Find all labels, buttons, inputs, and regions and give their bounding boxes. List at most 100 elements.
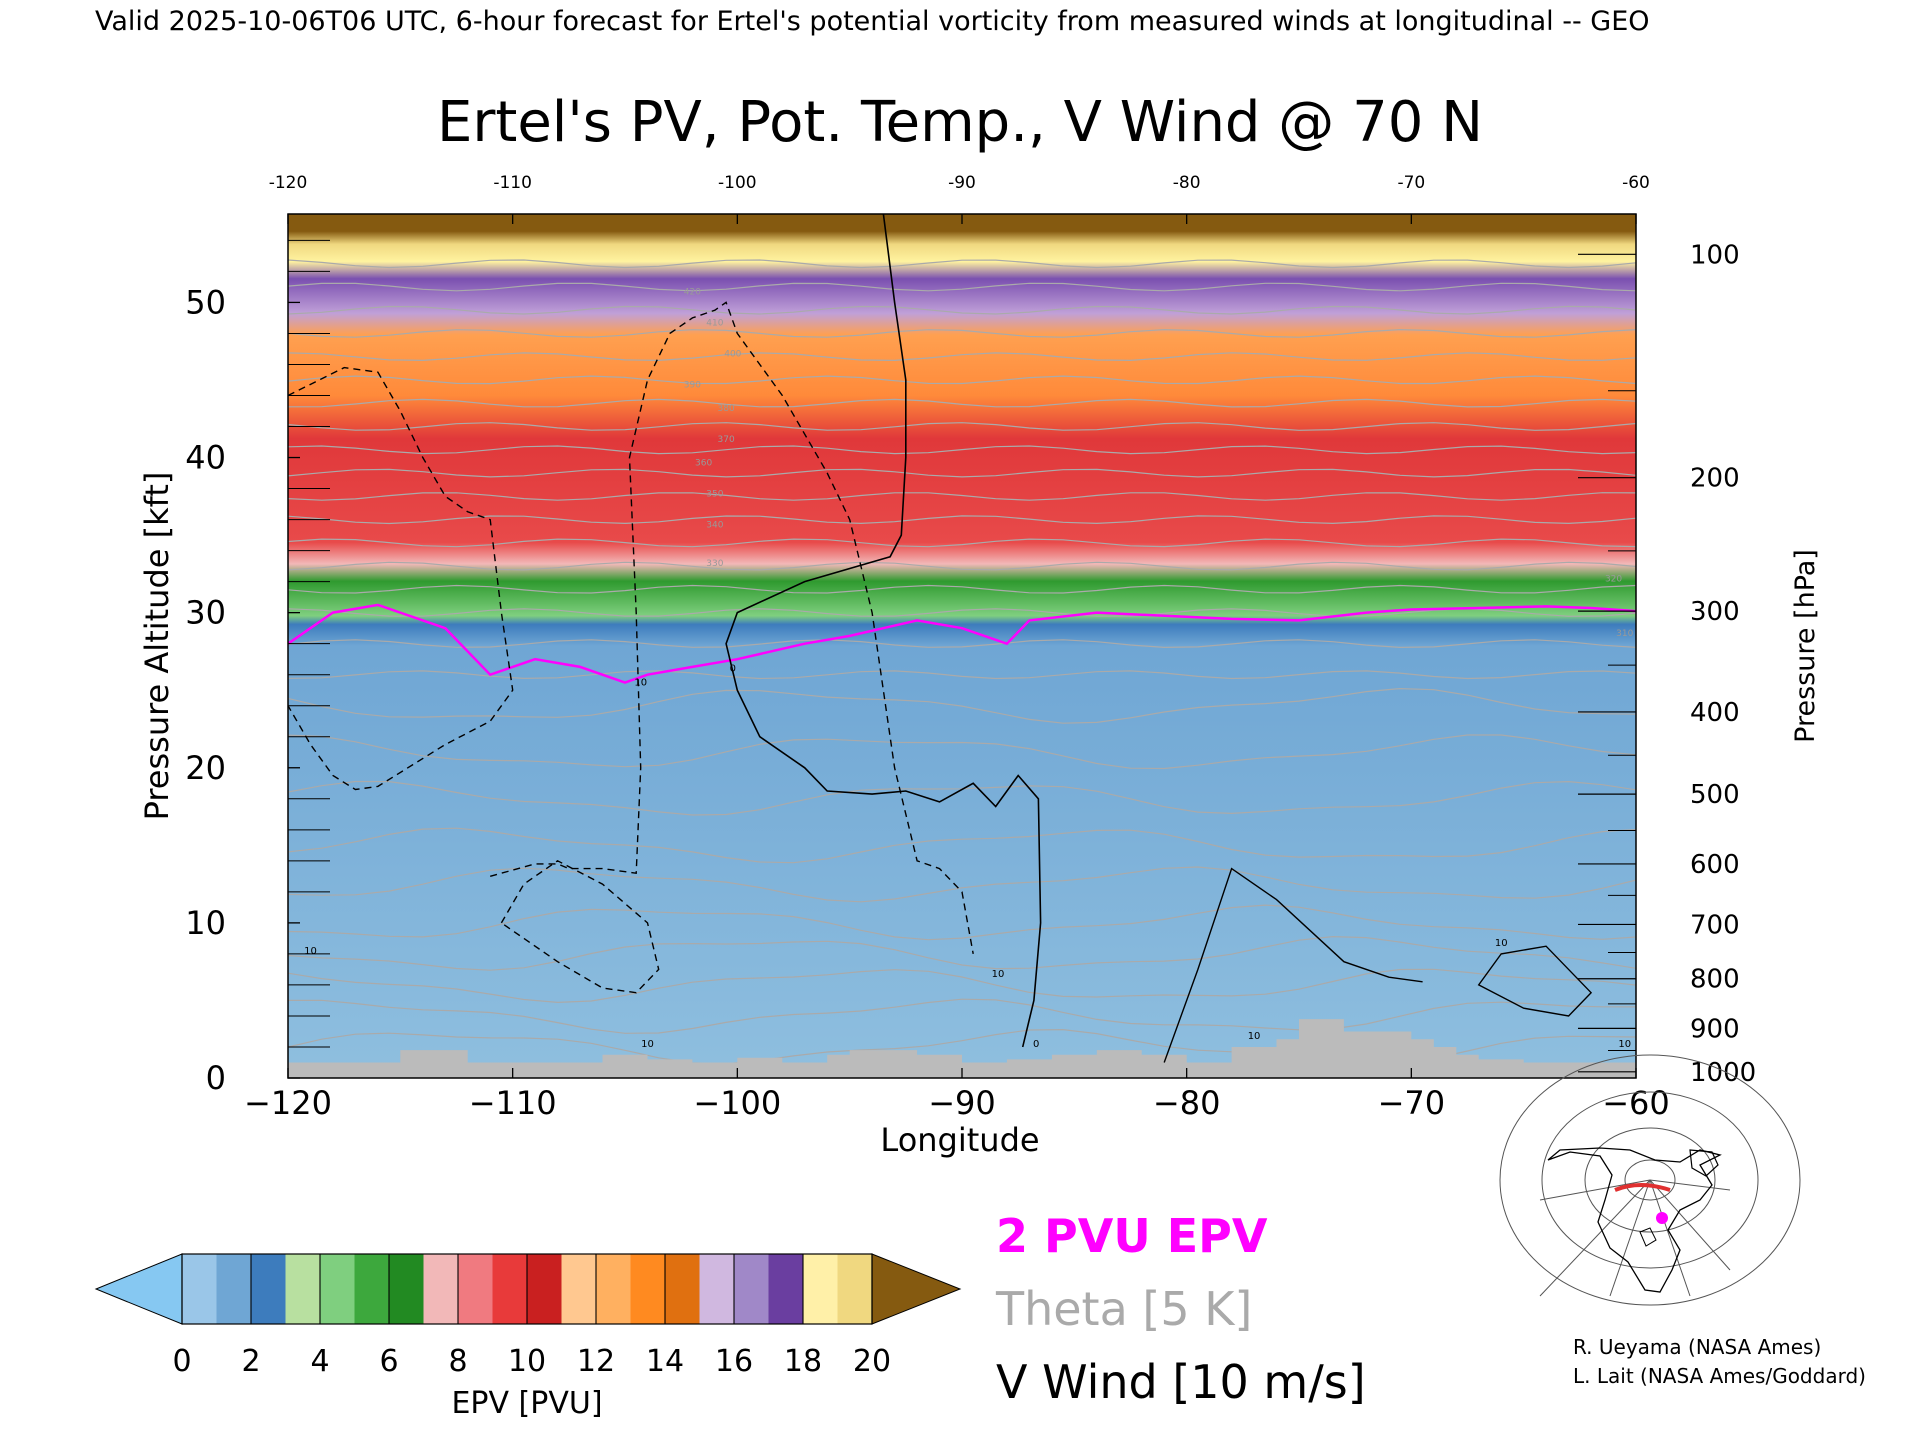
colorbar-swatch — [527, 1254, 562, 1324]
colorbar-swatch — [630, 1254, 666, 1324]
vwind-contour-label: 10 — [1248, 1031, 1261, 1042]
theta-contour-label: 390 — [684, 381, 701, 391]
vwind-positive-contour — [1477, 945, 1593, 1017]
theta-line — [288, 352, 1636, 362]
theta-line — [288, 259, 1636, 269]
x-tick-label-top: -100 — [718, 173, 757, 193]
axes: −120 -120 −110 -110 −100 -100 −90 -90 −80 -80 −70 -… — [185, 173, 1756, 1122]
theta-line — [288, 584, 1636, 594]
legend-pv2: 2 PVU EPV — [996, 1209, 1268, 1263]
vwind-negative-contour — [288, 366, 514, 791]
y-tick-label: 10 — [185, 904, 226, 942]
vwind-negative-contour — [490, 301, 974, 955]
pressure-tick-label: 300 — [1690, 597, 1740, 627]
legend-vwind: V Wind [10 m/s] — [996, 1355, 1366, 1409]
x-tick-label-top: -70 — [1397, 173, 1425, 193]
theta-line — [288, 282, 1636, 292]
theta-line — [288, 538, 1636, 548]
colorbar-tick-label: 10 — [508, 1344, 546, 1379]
inset-polar-map — [1499, 1054, 1801, 1306]
vwind-positive-contour — [1163, 867, 1423, 1063]
colorbar-swatch — [251, 1254, 286, 1324]
pressure-tick-label: 200 — [1690, 464, 1740, 494]
terrain-fill — [288, 1019, 1636, 1078]
colorbar-swatch — [458, 1254, 493, 1324]
colorbar-tick-label: 6 — [379, 1344, 398, 1379]
colorbar-swatch — [699, 1254, 735, 1324]
y-axis-label-right: Pressure [hPa] — [1790, 549, 1821, 743]
colorbar-tick-label: 18 — [784, 1344, 822, 1379]
theta-line — [288, 827, 1636, 864]
colorbar-swatch — [389, 1254, 424, 1324]
colorbar-swatch — [354, 1254, 390, 1324]
y-tick-label: 30 — [185, 594, 226, 632]
theta-line — [288, 968, 1636, 1004]
pressure-tick-label: 500 — [1690, 780, 1740, 810]
colorbar-tick-label: 8 — [448, 1344, 467, 1379]
colorbar-tick-label: 14 — [646, 1344, 684, 1379]
theta-line — [288, 687, 1636, 724]
x-tick-label-top: -120 — [269, 173, 308, 193]
y-tick-label: 20 — [185, 749, 226, 787]
theta-contour-label: 380 — [718, 404, 735, 414]
colorbar-swatch — [423, 1254, 459, 1324]
theta-line — [288, 305, 1636, 315]
theta-contour-label: 410 — [706, 319, 723, 329]
theta-line — [288, 670, 1636, 680]
theta-line — [288, 734, 1636, 770]
vwind-contour-label: 0 — [1033, 1039, 1039, 1050]
vwind-negative-contour — [500, 859, 660, 994]
x-tick-label: −60 — [1602, 1084, 1670, 1122]
x-tick-label: −70 — [1378, 1084, 1446, 1122]
x-tick-label: −110 — [469, 1084, 557, 1122]
epv-field — [288, 214, 1636, 1078]
y-tick-label: 40 — [185, 439, 226, 477]
vwind-contour-label: 10 — [992, 969, 1005, 980]
vwind-zero-contour — [725, 214, 1042, 1048]
theta-line — [288, 515, 1636, 525]
theta-contour-label: 340 — [706, 520, 723, 530]
theta-contour-label: 310 — [1616, 629, 1633, 639]
y-tick-label: 50 — [185, 283, 226, 321]
inset-location-marker — [1656, 1212, 1668, 1224]
x-tick-label-top: -90 — [948, 173, 976, 193]
v-wind-contours — [288, 214, 1593, 1063]
y-axis-label-left: Pressure Altitude [kft] — [138, 472, 176, 821]
contour-labels: 310 320 330 340 350 360 370 380 390 400 410 420 10 10… — [304, 288, 1634, 1050]
theta-contour-label: 350 — [706, 489, 723, 499]
pressure-tick-label: 400 — [1690, 698, 1740, 728]
x-tick-label-top: -60 — [1622, 173, 1650, 193]
vwind-contour-label: 10 — [634, 678, 647, 689]
colorbar-swatch — [492, 1254, 528, 1324]
theta-contour-label: 360 — [695, 458, 712, 468]
colorbar-swatch — [182, 1254, 217, 1324]
colorbar: 0 2 4 6 8 10 12 14 16 18 20 — [94, 1253, 962, 1379]
colorbar-swatch — [803, 1254, 838, 1324]
theta-line — [288, 375, 1636, 385]
pressure-tick-label: 700 — [1690, 910, 1740, 940]
colorbar-tick-label: 16 — [715, 1344, 753, 1379]
colorbar-swatch — [320, 1254, 355, 1324]
colorbar-swatch — [596, 1254, 631, 1324]
theta-contour-label: 400 — [724, 350, 741, 360]
theta-line — [288, 492, 1636, 501]
colorbar-swatch — [285, 1254, 321, 1324]
colorbar-under-arrow — [94, 1253, 183, 1325]
chart-title: Ertel's PV, Pot. Temp., V Wind @ 70 N — [437, 90, 1483, 155]
x-tick-label: −120 — [244, 1084, 332, 1122]
theta-line — [288, 445, 1636, 455]
x-axis-label: Longitude — [880, 1121, 1039, 1159]
vwind-contour-label: 10 — [304, 946, 317, 957]
vwind-contour-label: 0 — [730, 664, 736, 675]
vwind-contour-label: 10 — [1495, 938, 1508, 949]
legend-theta: Theta [5 K] — [995, 1282, 1252, 1336]
colorbar-over-arrow — [871, 1253, 962, 1325]
theta-isentropes — [288, 259, 1636, 1065]
pressure-tick-label: 900 — [1690, 1014, 1740, 1044]
pressure-tick-label: 600 — [1690, 850, 1740, 880]
theta-contour-label: 370 — [718, 435, 735, 445]
theta-line — [288, 608, 1636, 617]
pressure-tick-label: 800 — [1690, 965, 1740, 995]
y-tick-label: 0 — [206, 1059, 226, 1097]
theta-line — [288, 561, 1636, 571]
